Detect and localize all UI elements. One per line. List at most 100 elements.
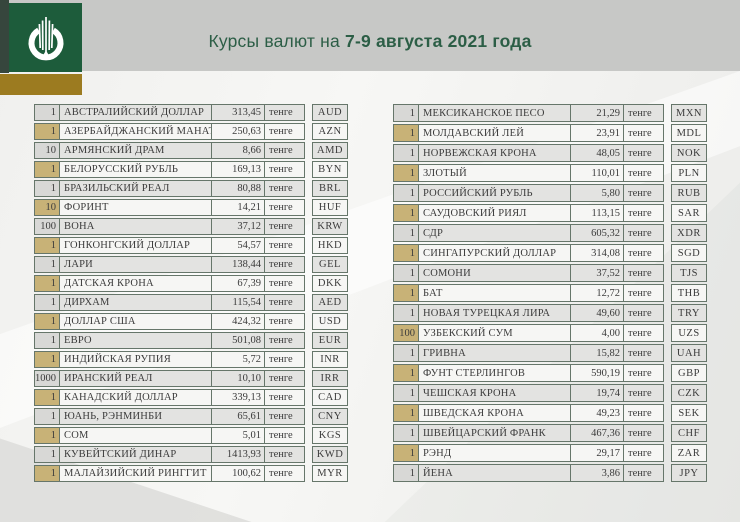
currency-name-cell: ШВЕДСКАЯ КРОНА: [418, 405, 570, 421]
table-row: 1 САУДОВСКИЙ РИЯЛ 113,15 тенге SAR: [393, 204, 713, 222]
qty-cell: 1: [35, 409, 59, 424]
rate-cell: 100,62: [211, 466, 264, 481]
rate-cell: 48,05: [570, 145, 623, 161]
row-main-box: 1 ЕВРО 501,08 тенге: [34, 332, 305, 349]
rate-cell: 49,23: [570, 405, 623, 421]
currency-code-cell: SAR: [671, 204, 707, 222]
rate-cell: 138,44: [211, 257, 264, 272]
currency-name-cell: ГОНКОНГСКИЙ ДОЛЛАР: [59, 238, 211, 253]
rate-cell: 49,60: [570, 305, 623, 321]
unit-cell: тенге: [623, 225, 663, 241]
qty-cell: 1: [394, 105, 418, 121]
row-main-box: 1 СИНГАПУРСКИЙ ДОЛЛАР 314,08 тенге: [393, 244, 664, 262]
currency-name-cell: НОРВЕЖСКАЯ КРОНА: [418, 145, 570, 161]
currency-code-cell: KRW: [312, 218, 348, 235]
rate-cell: 501,08: [211, 333, 264, 348]
unit-cell: тенге: [264, 314, 304, 329]
qty-cell: 1: [394, 265, 418, 281]
table-row: 1 ЗЛОТЫЙ 110,01 тенге PLN: [393, 164, 713, 182]
row-main-box: 1 ЛАРИ 138,44 тенге: [34, 256, 305, 273]
rate-cell: 80,88: [211, 181, 264, 196]
unit-cell: тенге: [623, 445, 663, 461]
logo-gold-band: [0, 74, 82, 95]
currency-name-cell: ГРИВНА: [418, 345, 570, 361]
rate-cell: 29,17: [570, 445, 623, 461]
currency-name-cell: КУВЕЙТСКИЙ ДИНАР: [59, 447, 211, 462]
currency-table-right: 1 МЕКСИКАНСКОЕ ПЕСО 21,29 тенге MXN 1 МОЛДАВСК…: [393, 104, 713, 484]
unit-cell: тенге: [623, 185, 663, 201]
table-row: 1 ШВЕДСКАЯ КРОНА 49,23 тенге SEK: [393, 404, 713, 422]
unit-cell: тенге: [623, 385, 663, 401]
rate-cell: 110,01: [570, 165, 623, 181]
qty-cell: 100: [394, 325, 418, 341]
rate-cell: 115,54: [211, 295, 264, 310]
qty-cell: 10: [35, 143, 59, 158]
rate-cell: 4,00: [570, 325, 623, 341]
qty-cell: 1: [35, 238, 59, 253]
page-title: Курсы валют на 7-9 августа 2021 года: [0, 31, 740, 52]
currency-code-cell: ZAR: [671, 444, 707, 462]
unit-cell: тенге: [264, 105, 304, 120]
qty-cell: 1: [35, 333, 59, 348]
currency-name-cell: РОССИЙСКИЙ РУБЛЬ: [418, 185, 570, 201]
row-main-box: 10 ФОРИНТ 14,21 тенге: [34, 199, 305, 216]
currency-name-cell: АЗЕРБАЙДЖАНСКИЙ МАНАТ: [59, 124, 211, 139]
currency-name-cell: МАЛАЙЗИЙСКИЙ РИНГГИТ: [59, 466, 211, 481]
currency-name-cell: СДР: [418, 225, 570, 241]
unit-cell: тенге: [623, 465, 663, 481]
table-row: 1 НОРВЕЖСКАЯ КРОНА 48,05 тенге NOK: [393, 144, 713, 162]
currency-name-cell: ЙЕНА: [418, 465, 570, 481]
currency-code-cell: THB: [671, 284, 707, 302]
qty-cell: 1: [35, 314, 59, 329]
rate-cell: 1413,93: [211, 447, 264, 462]
currency-code-cell: CNY: [312, 408, 348, 425]
currency-name-cell: ФОРИНТ: [59, 200, 211, 215]
table-row: 100 ВОНА 37,12 тенге KRW: [34, 218, 354, 235]
currency-name-cell: МЕКСИКАНСКОЕ ПЕСО: [418, 105, 570, 121]
rate-cell: 605,32: [570, 225, 623, 241]
currency-code-cell: EUR: [312, 332, 348, 349]
unit-cell: тенге: [264, 181, 304, 196]
currency-name-cell: ДИРХАМ: [59, 295, 211, 310]
row-main-box: 1 АВСТРАЛИЙСКИЙ ДОЛЛАР 313,45 тенге: [34, 104, 305, 121]
qty-cell: 1: [394, 365, 418, 381]
qty-cell: 1: [35, 257, 59, 272]
rate-cell: 314,08: [570, 245, 623, 261]
qty-cell: 1: [35, 466, 59, 481]
currency-code-cell: AUD: [312, 104, 348, 121]
unit-cell: тенге: [264, 333, 304, 348]
currency-code-cell: KGS: [312, 427, 348, 444]
table-row: 1 КАНАДСКИЙ ДОЛЛАР 339,13 тенге CAD: [34, 389, 354, 406]
currency-name-cell: СОМ: [59, 428, 211, 443]
table-row: 1 ГРИВНА 15,82 тенге UAH: [393, 344, 713, 362]
table-row: 1 БАТ 12,72 тенге THB: [393, 284, 713, 302]
row-main-box: 1 СОМОНИ 37,52 тенге: [393, 264, 664, 282]
unit-cell: тенге: [264, 371, 304, 386]
currency-name-cell: ЧЕШСКАЯ КРОНА: [418, 385, 570, 401]
table-row: 1 НОВАЯ ТУРЕЦКАЯ ЛИРА 49,60 тенге TRY: [393, 304, 713, 322]
row-main-box: 100 УЗБЕКСКИЙ СУМ 4,00 тенге: [393, 324, 664, 342]
rate-cell: 54,57: [211, 238, 264, 253]
currency-code-cell: AZN: [312, 123, 348, 140]
rate-cell: 67,39: [211, 276, 264, 291]
row-main-box: 1 ШВЕЙЦАРСКИЙ ФРАНК 467,36 тенге: [393, 424, 664, 442]
row-main-box: 1 ЗЛОТЫЙ 110,01 тенге: [393, 164, 664, 182]
row-main-box: 1 КАНАДСКИЙ ДОЛЛАР 339,13 тенге: [34, 389, 305, 406]
table-row: 1 АВСТРАЛИЙСКИЙ ДОЛЛАР 313,45 тенге AUD: [34, 104, 354, 121]
row-main-box: 1 КУВЕЙТСКИЙ ДИНАР 1413,93 тенге: [34, 446, 305, 463]
currency-code-cell: IRR: [312, 370, 348, 387]
qty-cell: 1: [35, 105, 59, 120]
row-main-box: 1 ДОЛЛАР США 424,32 тенге: [34, 313, 305, 330]
qty-cell: 1: [35, 181, 59, 196]
table-row: 1 МАЛАЙЗИЙСКИЙ РИНГГИТ 100,62 тенге MYR: [34, 465, 354, 482]
currency-code-cell: HKD: [312, 237, 348, 254]
table-row: 1 СОМ 5,01 тенге KGS: [34, 427, 354, 444]
qty-cell: 1: [394, 345, 418, 361]
row-main-box: 1 ГОНКОНГСКИЙ ДОЛЛАР 54,57 тенге: [34, 237, 305, 254]
currency-name-cell: БРАЗИЛЬСКИЙ РЕАЛ: [59, 181, 211, 196]
row-main-box: 1 ДИРХАМ 115,54 тенге: [34, 294, 305, 311]
rate-cell: 339,13: [211, 390, 264, 405]
currency-code-cell: RUB: [671, 184, 707, 202]
page-title-date: 7-9 августа 2021 года: [345, 31, 532, 51]
currency-code-cell: CAD: [312, 389, 348, 406]
